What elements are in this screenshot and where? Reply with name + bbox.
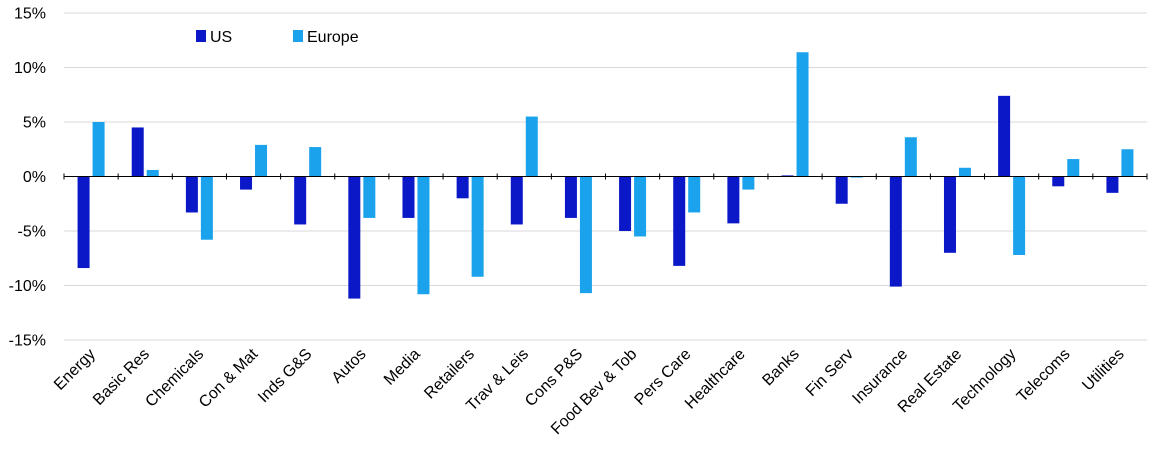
- bar-europe-healthcare: [742, 176, 755, 190]
- bar-us-media: [402, 176, 415, 218]
- bar-us-energy: [77, 176, 90, 269]
- bar-europe-media: [417, 176, 430, 295]
- bars: [77, 52, 1134, 299]
- legend-swatch-europe: [293, 30, 303, 42]
- bar-us-con-mat: [240, 176, 253, 190]
- bar-europe-real-estate: [958, 167, 971, 177]
- bar-us-real-estate: [943, 176, 956, 253]
- bar-europe-utilities: [1121, 149, 1134, 177]
- bar-europe-chemicals: [200, 176, 213, 240]
- bar-europe-basic-res: [146, 169, 159, 177]
- bar-europe-telecoms: [1067, 159, 1080, 177]
- bar-us-telecoms: [1052, 176, 1065, 187]
- y-tick-label: -10%: [9, 278, 46, 295]
- bar-us-healthcare: [727, 176, 740, 224]
- bar-europe-energy: [92, 122, 105, 177]
- bar-us-chemicals: [185, 176, 198, 213]
- gridlines: [64, 12, 1147, 341]
- bar-us-technology: [998, 95, 1011, 177]
- y-tick-label: 0%: [23, 169, 46, 186]
- bar-us-food-bev-tob: [619, 176, 632, 231]
- y-tick-label: 10%: [14, 60, 46, 77]
- bar-europe-cons-p-s: [579, 176, 592, 294]
- bar-us-inds-g-s: [294, 176, 307, 225]
- x-tick-label: Fin Serv: [803, 346, 857, 400]
- bar-us-pers-care: [673, 176, 686, 266]
- legend: US Europe: [196, 29, 359, 46]
- y-axis-ticks: 15% 10% 5% 0% -5% -10% -15%: [9, 6, 46, 350]
- bar-europe-insurance: [904, 137, 917, 177]
- bar-europe-fin-serv: [850, 176, 863, 178]
- bar-us-fin-serv: [835, 176, 848, 204]
- bar-europe-technology: [1013, 176, 1026, 255]
- bar-europe-autos: [363, 176, 376, 218]
- y-tick-label: -15%: [9, 333, 46, 350]
- legend-label-europe: Europe: [307, 29, 359, 46]
- bar-us-insurance: [889, 176, 902, 287]
- bar-europe-banks: [796, 52, 809, 177]
- y-tick-label: 5%: [23, 115, 46, 132]
- bar-europe-pers-care: [688, 176, 701, 213]
- legend-swatch-us: [196, 30, 206, 42]
- bar-us-banks: [781, 175, 794, 177]
- legend-label-us: US: [210, 29, 232, 46]
- x-axis: [63, 173, 1148, 180]
- bar-europe-inds-g-s: [309, 147, 322, 177]
- y-tick-label: 15%: [14, 6, 46, 23]
- x-tick-label: Media: [381, 346, 424, 389]
- x-tick-label: Con & Mat: [196, 345, 262, 411]
- bar-us-basic-res: [131, 127, 144, 177]
- y-tick-label: -5%: [18, 224, 46, 241]
- x-tick-label: Energy: [51, 346, 99, 394]
- bar-europe-trav-leis: [525, 116, 538, 177]
- x-tick-label: Telecoms: [1014, 346, 1074, 406]
- x-tick-label: Inds G&S: [255, 346, 315, 406]
- bar-europe-retailers: [471, 176, 484, 277]
- bar-europe-food-bev-tob: [634, 176, 647, 237]
- bar-us-autos: [348, 176, 361, 299]
- bar-us-retailers: [456, 176, 469, 199]
- x-tick-label: Banks: [759, 346, 802, 389]
- bar-us-utilities: [1106, 176, 1119, 193]
- x-tick-label: Utilities: [1079, 346, 1127, 394]
- x-tick-label: Retailers: [421, 346, 478, 403]
- bar-europe-con-mat: [255, 144, 268, 177]
- bar-us-trav-leis: [510, 176, 523, 225]
- x-tick-label: Autos: [329, 346, 370, 387]
- bar-us-cons-p-s: [564, 176, 577, 218]
